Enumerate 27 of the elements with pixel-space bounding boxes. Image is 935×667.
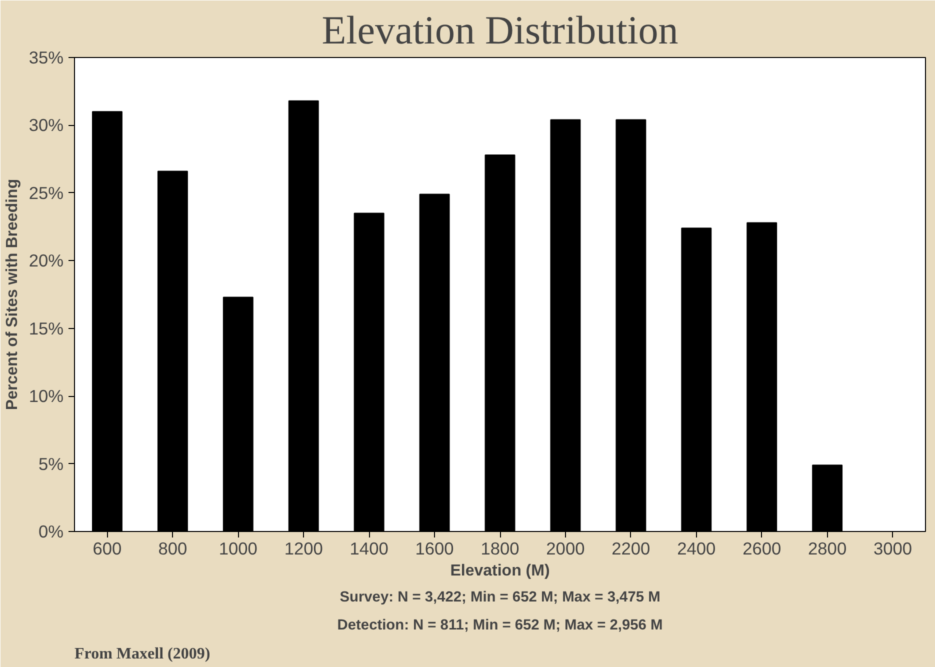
x-tick-label: 1200 [284, 538, 323, 558]
y-tick-label: 25% [28, 182, 64, 203]
x-axis-title: Elevation (M) [450, 562, 550, 580]
x-tick-label: 800 [158, 538, 188, 558]
y-tick-label: 10% [28, 386, 64, 406]
x-tick-label: 2800 [808, 538, 847, 558]
x-tick-label: 2200 [612, 538, 650, 558]
x-tick-label: 1800 [480, 538, 520, 558]
text: Survey: N = 3,422; Min = 652 M; Max = 3,475 M [340, 590, 660, 606]
y-tick-label: 5% [38, 454, 64, 474]
text: Detection: N = 811; Min = 652 M; Max = 2,956 M [337, 618, 663, 634]
x-tick-label: 1400 [350, 538, 388, 558]
text: From Maxell (2009) [74, 646, 210, 662]
x-tick-label: 2600 [742, 538, 782, 558]
y-tick-label: 15% [28, 318, 64, 338]
chart-title: Elevation Distribution [322, 8, 678, 52]
x-tick-label: 2000 [546, 538, 585, 558]
x-tick-label: 1000 [218, 538, 258, 558]
y-tick-label: 30% [28, 115, 64, 136]
y-axis-title: Percent of Sites with Breeding [4, 178, 21, 410]
x-tick-label: 3000 [873, 538, 912, 558]
x-tick-label: 600 [92, 538, 122, 558]
y-tick-label: 35% [28, 48, 64, 68]
x-tick-label: 1600 [415, 538, 454, 558]
y-tick-label: 0% [38, 522, 64, 542]
y-tick-label: 20% [28, 250, 64, 271]
x-tick-label: 2400 [677, 538, 716, 558]
